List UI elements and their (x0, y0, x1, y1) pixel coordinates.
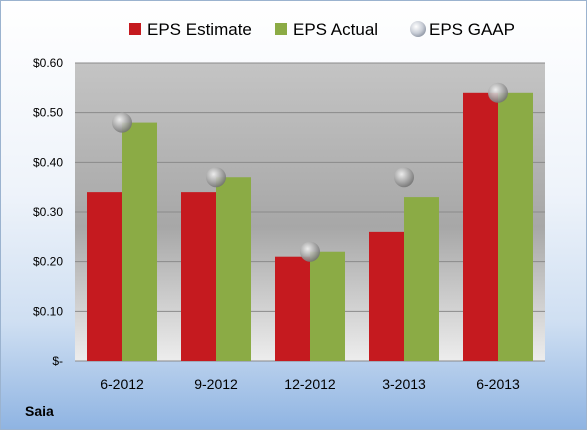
marker-eps-gaap (112, 112, 132, 133)
y-tick-label: $0.40 (33, 155, 63, 169)
legend-label: EPS GAAP (429, 20, 515, 39)
legend-label: EPS Actual (293, 20, 378, 39)
y-tick-label: $0.30 (33, 205, 63, 219)
bar-eps-estimate (369, 231, 404, 361)
bar-eps-actual (310, 251, 345, 361)
x-tick-label: 3-2013 (382, 376, 426, 392)
y-tick-label: $- (52, 354, 63, 368)
y-tick-label: $0.60 (33, 56, 63, 70)
x-tick-label: 12-2012 (284, 376, 336, 392)
marker-eps-gaap (300, 241, 320, 262)
bar-eps-estimate (275, 256, 310, 361)
bar-eps-estimate (463, 92, 498, 362)
bar-eps-estimate (87, 192, 122, 361)
bar-eps-estimate (181, 192, 216, 361)
legend-swatch (129, 23, 141, 35)
y-tick-label: $0.50 (33, 106, 63, 120)
marker-eps-gaap (488, 82, 508, 103)
bar-eps-actual (216, 177, 251, 361)
y-tick-label: $0.20 (33, 255, 63, 269)
legend-swatch (275, 23, 287, 35)
bar-eps-actual (404, 197, 439, 361)
marker-eps-gaap (206, 167, 226, 188)
x-tick-label: 6-2012 (100, 376, 144, 392)
bar-eps-actual (498, 92, 533, 362)
company-name: Saia (25, 403, 54, 419)
x-tick-label: 9-2012 (194, 376, 238, 392)
x-tick-label: 6-2013 (476, 376, 520, 392)
bar-eps-actual (122, 122, 157, 361)
y-tick-label: $0.10 (33, 304, 63, 318)
legend-swatch (410, 21, 426, 37)
legend-label: EPS Estimate (147, 20, 252, 39)
marker-eps-gaap (394, 167, 414, 188)
